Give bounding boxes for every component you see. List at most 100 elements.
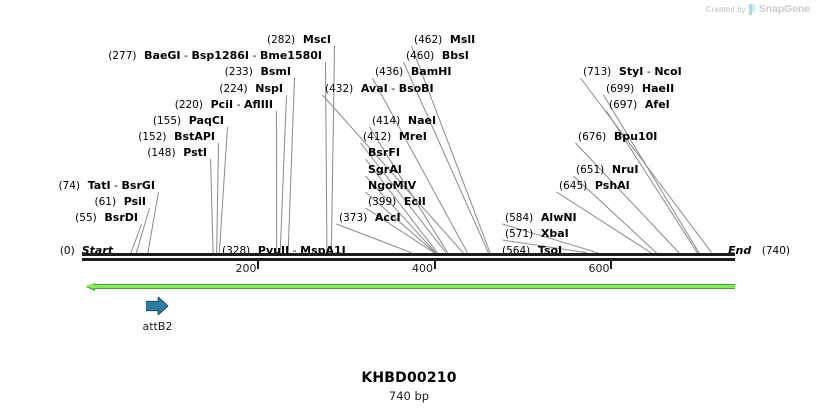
enzyme-site-label-msci[interactable]: (282) MscI: [267, 34, 331, 46]
enzyme-site-position: (432): [325, 82, 354, 95]
enzyme-site-position: (328): [222, 244, 251, 257]
enzyme-site-label-mrei[interactable]: (412) MreI: [363, 131, 427, 143]
enzyme-site-position: (571): [505, 228, 534, 241]
watermark-product-label: SnapGene: [758, 3, 810, 15]
enzyme-site-label-xbai[interactable]: (571) XbaI: [505, 228, 569, 240]
enzyme-site-label-msli[interactable]: (462) MslI: [414, 34, 475, 46]
enzyme-site-label-bpu10i[interactable]: (676) Bpu10I: [578, 131, 657, 143]
feature-attb2[interactable]: attB2: [142, 297, 172, 333]
enzyme-site-position: (277): [108, 50, 137, 63]
enzyme-site-label-tati[interactable]: (74) TatI - BsrGI: [58, 178, 155, 192]
terminus-label-end[interactable]: End (740): [728, 245, 790, 257]
enzyme-leader-line: [330, 45, 335, 253]
enzyme-site-label-sgrai[interactable]: SgrAI: [368, 164, 402, 175]
terminus-label-start[interactable]: (0) Start: [60, 245, 113, 257]
enzyme-name: BamHI: [410, 65, 452, 79]
enzyme-leader-line: [216, 143, 219, 253]
enzyme-site-label-avai[interactable]: (432) AvaI - BsoBI: [325, 81, 434, 95]
enzyme-name: PvuII: [257, 243, 290, 257]
enzyme-site-label-bsrfi[interactable]: BsrFI: [368, 147, 400, 158]
enzyme-leader-line: [218, 126, 228, 254]
ruler-tick-label: 200: [235, 262, 257, 275]
enzyme-site-label-pcii[interactable]: (220) PciI - AflIII: [174, 97, 273, 111]
enzyme-name: Bme1580I: [259, 49, 322, 63]
enzyme-site-position: (460): [406, 50, 435, 63]
enzyme-site-label-afei[interactable]: (697) AfeI: [609, 99, 670, 111]
enzyme-name: EciI: [403, 195, 426, 208]
page-title: KHBD00210: [361, 370, 457, 386]
enzyme-name: BsmI: [260, 65, 292, 79]
ruler-tick-label: 400: [411, 262, 433, 275]
enzyme-leader-line: [276, 110, 278, 253]
enzyme-site-label-pshai[interactable]: (645) PshAI: [559, 180, 630, 192]
enzyme-name: MreI: [398, 130, 427, 144]
enzyme-site-position: (436): [375, 66, 404, 79]
enzyme-name: MslI: [449, 33, 476, 46]
enzyme-site-label-ecii[interactable]: (399) EciI: [368, 196, 426, 208]
enzyme-site-label-tsoi[interactable]: (564) TsoI: [502, 245, 562, 257]
strand-bar: [93, 284, 735, 289]
enzyme-site-label-haeii[interactable]: (699) HaeII: [606, 83, 674, 95]
enzyme-leader-line: [336, 223, 412, 254]
enzyme-leader-line: [279, 94, 287, 254]
enzyme-name: BsrFI: [368, 146, 400, 160]
enzyme-name: NcoI: [654, 65, 682, 79]
enzyme-site-label-paqci[interactable]: (155) PaqCI: [153, 115, 224, 127]
enzyme-site-label-bstapi[interactable]: (152) BstAPI: [138, 131, 215, 143]
terminus-position: (740): [761, 244, 790, 257]
enzyme-site-label-acci[interactable]: (373) AccI: [339, 212, 401, 224]
terminus-name: Start: [81, 243, 113, 257]
enzyme-name: NgoMIV: [368, 178, 417, 192]
enzyme-name: StyI: [618, 65, 644, 79]
enzyme-site-label-nspi[interactable]: (224) NspI: [219, 83, 283, 95]
enzyme-site-position: (564): [502, 244, 531, 257]
enzyme-site-label-psti[interactable]: (148) PstI: [147, 147, 207, 159]
enzyme-name: PciI: [210, 97, 234, 111]
enzyme-site-label-bamhi[interactable]: (436) BamHI: [375, 66, 451, 78]
enzyme-name: HaeII: [641, 81, 675, 95]
enzyme-site-position: (462): [414, 34, 443, 46]
terminus-name: End: [728, 243, 752, 257]
enzyme-site-label-pvuii[interactable]: (328) PvuII - MspA1I: [222, 243, 346, 257]
enzyme-name: BsoBI: [398, 81, 434, 95]
enzyme-site-label-styi[interactable]: (713) StyI - NcoI: [583, 65, 682, 79]
enzyme-name: PshAI: [594, 178, 630, 192]
enzyme-site-position: (373): [339, 212, 368, 225]
enzyme-name: BbsI: [441, 49, 469, 63]
enzyme-name: AfeI: [644, 97, 670, 111]
enzyme-site-label-ngomiv[interactable]: NgoMIV: [368, 180, 416, 191]
enzyme-site-label-baegi[interactable]: (277) BaeGI - Bsp1286I - Bme1580I: [108, 49, 322, 63]
enzyme-site-position: (148): [147, 147, 176, 160]
enzyme-site-label-psii[interactable]: (61) PsiI: [94, 196, 146, 208]
enzyme-site-position: (584): [505, 212, 534, 225]
enzyme-site-position: (676): [578, 131, 607, 144]
enzyme-site-label-naei[interactable]: (414) NaeI: [372, 115, 436, 127]
terminus-position: (0): [59, 244, 75, 257]
enzyme-leader-line: [147, 191, 159, 254]
enzyme-name: BsrGI: [121, 178, 155, 192]
enzyme-name: BaeGI: [144, 49, 181, 63]
enzyme-name: AflIII: [244, 97, 273, 111]
enzyme-name: TsoI: [537, 243, 563, 257]
feature-arrow-icon: [146, 297, 169, 315]
enzyme-site-label-alwni[interactable]: (584) AlwNI: [505, 212, 577, 224]
enzyme-name: MspA1I: [300, 243, 346, 257]
enzyme-site-label-nrui[interactable]: (651) NruI: [576, 164, 638, 176]
feature-label-attb2: attB2: [142, 320, 173, 333]
enzyme-name: AccI: [374, 211, 401, 225]
enzyme-name: TatI: [87, 178, 111, 192]
enzyme-site-position: (414): [372, 115, 401, 127]
sequence-strand-arrow: [86, 283, 735, 291]
enzyme-site-label-bsmi[interactable]: (233) BsmI: [225, 66, 291, 78]
enzyme-site-label-bbsi[interactable]: (460) BbsI: [406, 50, 469, 62]
enzyme-site-position: (233): [224, 66, 253, 79]
enzyme-site-position: (74): [58, 179, 81, 192]
enzyme-name: XbaI: [540, 227, 569, 241]
enzyme-leader-line: [210, 159, 214, 253]
enzyme-name: BsrDI: [104, 211, 138, 225]
enzyme-name: AvaI: [360, 81, 388, 95]
enzyme-site-position: (399): [368, 196, 397, 208]
enzyme-site-label-bsrdi[interactable]: (55) BsrDI: [75, 212, 138, 224]
enzyme-site-position: (697): [609, 98, 638, 111]
